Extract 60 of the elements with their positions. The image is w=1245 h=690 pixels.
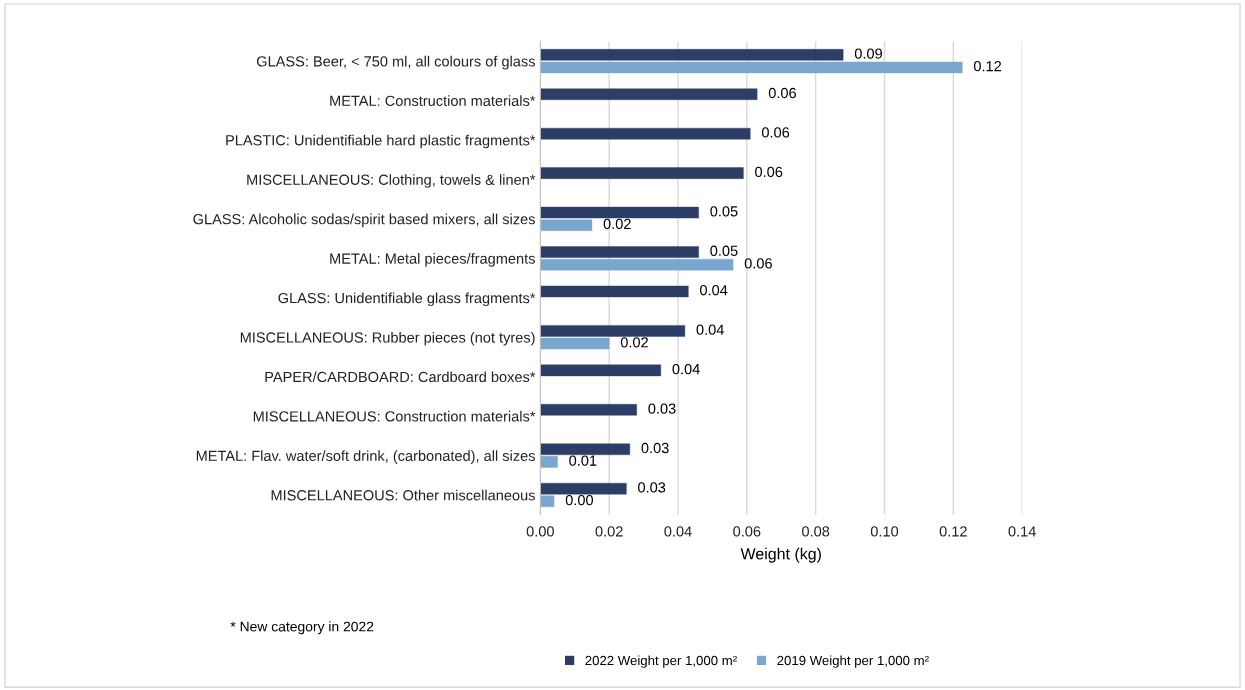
bar <box>540 285 689 298</box>
y-tick-label: MISCELLANEOUS: Other miscellaneous <box>271 489 535 501</box>
x-tick-label: 0.14 <box>1008 526 1036 537</box>
data-label: 0.04 <box>696 324 724 335</box>
bar <box>540 219 593 231</box>
bar <box>540 258 734 271</box>
bar <box>540 495 555 508</box>
bar <box>540 167 744 179</box>
data-label: 0.06 <box>761 127 790 138</box>
legend-label: 2022 Weight per 1,000 m² <box>585 655 737 668</box>
data-label: 0.06 <box>744 258 772 269</box>
y-tick-label: PAPER/CARDBOARD: Cardboard boxes* <box>265 371 536 383</box>
bar <box>540 88 758 100</box>
x-tick-label: 0.04 <box>664 526 692 537</box>
y-tick-label: METAL: Construction materials* <box>330 95 536 106</box>
data-label: 0.02 <box>620 337 648 348</box>
bar <box>540 404 637 416</box>
data-label: 0.06 <box>755 166 783 178</box>
x-tick-label: 0.00 <box>526 526 554 537</box>
y-tick-label: METAL: Flav. water/soft drink, (carbonated), all sizes <box>196 450 535 464</box>
data-label: 0.04 <box>700 285 728 296</box>
bar <box>540 337 610 350</box>
y-tick-label: PLASTIC: Unidentifiable hard plastic fragments* <box>226 134 536 149</box>
data-label: 0.06 <box>768 87 796 99</box>
data-label: 0.01 <box>569 455 597 466</box>
bar <box>540 206 699 219</box>
x-axis-title: Weight (kg) <box>740 547 821 563</box>
data-label: 0.12 <box>973 61 1002 72</box>
bar <box>540 364 661 377</box>
y-tick-label: MISCELLANEOUS: Construction materials* <box>253 410 536 422</box>
y-tick-label: METAL: Metal pieces/fragments <box>330 253 535 267</box>
data-label: 0.02 <box>603 218 631 230</box>
bar <box>540 456 558 468</box>
bar <box>540 127 751 140</box>
x-tick-label: 0.10 <box>870 526 899 537</box>
x-tick-label: 0.08 <box>802 526 830 537</box>
bar <box>540 325 686 337</box>
legend-label: 2019 Weight per 1,000 m² <box>777 655 929 668</box>
x-tick-label: 0.02 <box>595 526 623 537</box>
data-label: 0.05 <box>710 206 738 217</box>
x-tick-label: 0.12 <box>939 526 967 537</box>
data-label: 0.03 <box>641 442 669 454</box>
x-tick-label: 0.06 <box>733 526 761 537</box>
text: * New category in 2022 <box>230 621 374 635</box>
bar <box>540 443 631 455</box>
y-tick-label: GLASS: Beer, < 750 ml, all colours of glass <box>256 55 535 70</box>
data-label: 0.00 <box>565 494 594 506</box>
bar <box>540 61 963 74</box>
bar <box>540 246 699 258</box>
y-tick-label: GLASS: Alcoholic sodas/spirit based mixers, all sizes <box>193 213 535 228</box>
y-tick-label: GLASS: Unidentifiable glass fragments* <box>278 292 536 307</box>
bar <box>540 49 844 61</box>
bar <box>540 482 627 495</box>
data-label: 0.09 <box>854 48 882 59</box>
data-label: 0.04 <box>672 363 700 375</box>
y-tick-label: MISCELLANEOUS: Rubber pieces (not tyres) <box>240 331 535 346</box>
data-label: 0.05 <box>710 245 738 256</box>
data-label: 0.03 <box>638 482 666 493</box>
y-tick-label: MISCELLANEOUS: Clothing, towels & linen* <box>247 174 536 188</box>
data-label: 0.03 <box>648 403 676 414</box>
